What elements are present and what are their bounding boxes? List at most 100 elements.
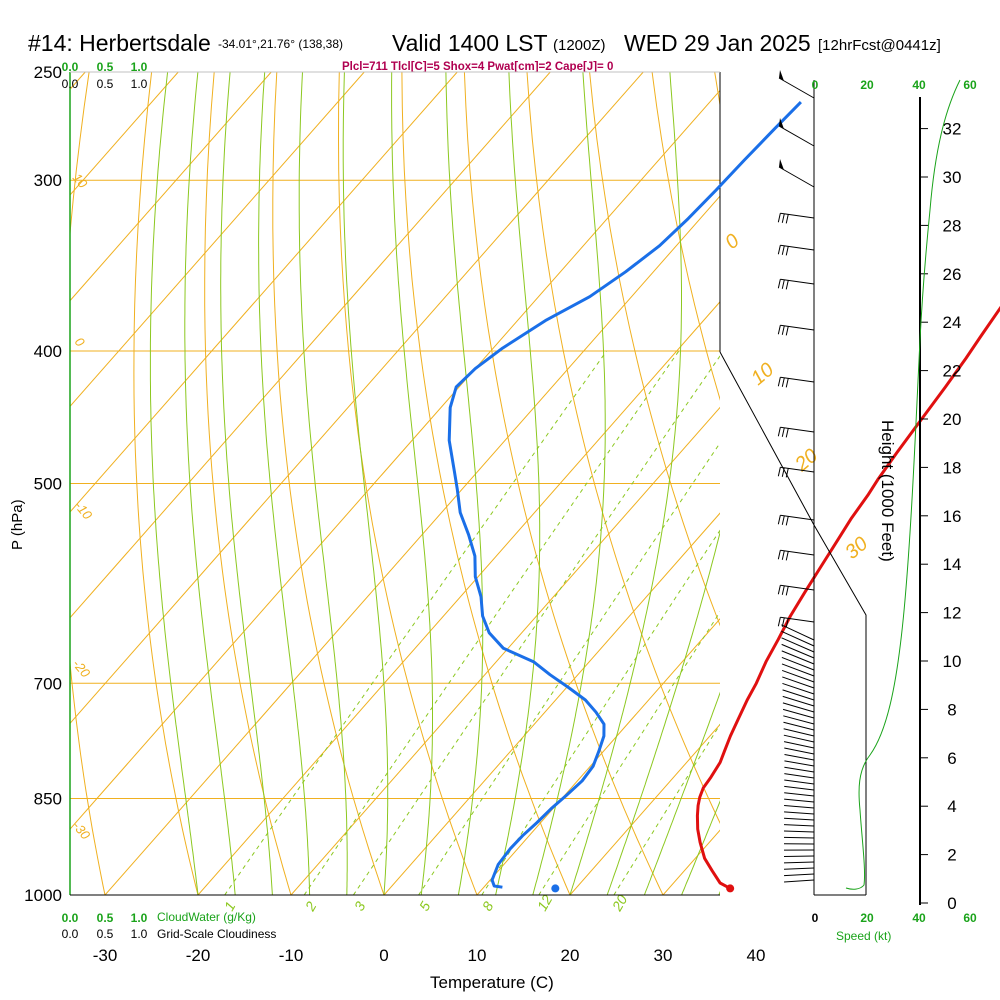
dry-adiabat bbox=[70, 72, 106, 895]
mixing-ratio-line bbox=[352, 355, 720, 895]
height-tick-label: 16 bbox=[943, 507, 962, 526]
speed-tick-label-bottom: 20 bbox=[860, 911, 874, 925]
temperature-tick-label: -20 bbox=[186, 946, 211, 965]
wind-barb bbox=[784, 785, 815, 791]
wind-barb bbox=[784, 804, 815, 809]
wind-barb bbox=[783, 734, 815, 743]
wind-barb bbox=[783, 741, 815, 749]
dry-adiabat bbox=[526, 72, 720, 825]
dry-adiabat bbox=[714, 72, 720, 108]
mixing-ratio-label: 8 bbox=[479, 899, 497, 914]
mixing-ratio-line bbox=[418, 442, 720, 895]
utc-time: (1200Z) bbox=[553, 37, 606, 54]
cloudiness-tick-bottom: 0.5 bbox=[97, 927, 114, 941]
pressure-tick-label: 400 bbox=[34, 342, 62, 361]
wind-barb bbox=[781, 656, 815, 671]
height-tick-label: 30 bbox=[943, 168, 962, 187]
wind-barb bbox=[784, 824, 815, 827]
isotherm bbox=[104, 195, 720, 895]
wind-barb bbox=[781, 669, 815, 683]
wind-barb bbox=[782, 708, 815, 719]
speed-tick-label-top: 40 bbox=[912, 78, 926, 92]
wind-barb bbox=[778, 118, 815, 147]
wind-barb bbox=[781, 650, 815, 665]
speed-tick-label-top: 20 bbox=[860, 78, 874, 92]
height-tick-label: 22 bbox=[943, 362, 962, 381]
wind-panel-outline bbox=[719, 351, 867, 895]
moist-adiabat bbox=[342, 72, 389, 895]
cloudiness-tick-top: 1.0 bbox=[131, 77, 148, 91]
mixing-ratio-line bbox=[613, 723, 720, 895]
cloudwater-label: CloudWater (g/Kg) bbox=[157, 910, 256, 924]
wind-barb bbox=[777, 514, 815, 526]
dry-adiabat bbox=[401, 72, 571, 895]
wind-barb bbox=[784, 779, 815, 785]
temperature-tick-label: 40 bbox=[747, 946, 766, 965]
x-axis-label: Temperature (C) bbox=[430, 973, 554, 992]
surface-temperature-marker bbox=[726, 884, 735, 893]
wind-barb bbox=[782, 695, 815, 707]
wind-barb bbox=[777, 426, 815, 438]
isotherm bbox=[290, 406, 720, 895]
isotherm bbox=[383, 512, 720, 895]
pressure-tick-label: 850 bbox=[34, 790, 62, 809]
dry-adiabat-label: 10 bbox=[70, 170, 91, 191]
wind-barb bbox=[784, 798, 815, 803]
height-tick-label: 26 bbox=[943, 265, 962, 284]
height-tick-label: 28 bbox=[943, 216, 962, 235]
mixing-ratio-label: 20 bbox=[608, 892, 630, 915]
moist-adiabat bbox=[258, 72, 311, 895]
speed-tick-label-bottom: 40 bbox=[912, 911, 926, 925]
moist-adiabat bbox=[606, 530, 720, 895]
valid-time: Valid 1400 LST bbox=[392, 30, 548, 56]
wind-barb bbox=[782, 689, 815, 701]
wind-barb bbox=[777, 549, 815, 561]
speed-tick-label-bottom: 60 bbox=[963, 911, 977, 925]
height-tick-label: 12 bbox=[943, 604, 962, 623]
wind-barb bbox=[784, 873, 815, 877]
wind-barb bbox=[777, 466, 815, 478]
moist-adiabat bbox=[391, 72, 433, 895]
temperature-tick-label: 30 bbox=[654, 946, 673, 965]
wind-barb bbox=[784, 792, 815, 797]
isotherm-label: 20 bbox=[790, 445, 822, 477]
height-tick-label: 20 bbox=[943, 410, 962, 429]
cloudwater-tick-bottom: 0.0 bbox=[62, 911, 79, 925]
dry-adiabat-label: 0 bbox=[72, 334, 89, 350]
isotherm bbox=[70, 72, 365, 408]
cloudwater-tick-top: 1.0 bbox=[131, 60, 148, 74]
height-tick-label: 10 bbox=[943, 652, 962, 671]
height-tick-label: 24 bbox=[943, 313, 962, 332]
cloudiness-label: Grid-Scale Cloudiness bbox=[157, 927, 276, 941]
height-tick-label: 6 bbox=[947, 749, 956, 768]
station-title: #14: Herbertsdale bbox=[28, 30, 211, 56]
y-axis-label: P (hPa) bbox=[9, 499, 26, 550]
dry-adiabat bbox=[337, 72, 478, 895]
mixing-ratio-label: 2 bbox=[301, 899, 319, 915]
wind-barb bbox=[777, 212, 815, 224]
mixing-ratio-line bbox=[303, 350, 680, 895]
temperature-tick-label: 0 bbox=[379, 946, 388, 965]
speed-label: Speed (kt) bbox=[836, 929, 891, 943]
isotherm bbox=[70, 72, 458, 513]
isotherm bbox=[70, 72, 272, 302]
isotherm bbox=[70, 89, 720, 830]
wind-barb bbox=[781, 663, 815, 677]
dewpoint-curve bbox=[447, 101, 802, 889]
mixing-ratio-line bbox=[224, 350, 608, 895]
wind-barb bbox=[777, 584, 815, 596]
temperature-tick-label: 10 bbox=[468, 946, 487, 965]
wind-barb bbox=[782, 676, 815, 689]
dry-adiabat bbox=[204, 72, 292, 895]
mixing-ratio-label: 3 bbox=[351, 899, 369, 914]
moist-adiabat bbox=[532, 72, 606, 895]
mixing-ratio-line bbox=[538, 611, 720, 895]
wind-barb bbox=[778, 70, 815, 99]
cloudiness-tick-bottom: 0.0 bbox=[62, 927, 79, 941]
speed-tick-label-top: 60 bbox=[963, 78, 977, 92]
moist-adiabat bbox=[681, 800, 720, 895]
moist-adiabat bbox=[149, 72, 199, 895]
speed-tick-label-bottom: 0 bbox=[812, 911, 819, 925]
temperature-tick-label: 20 bbox=[561, 946, 580, 965]
